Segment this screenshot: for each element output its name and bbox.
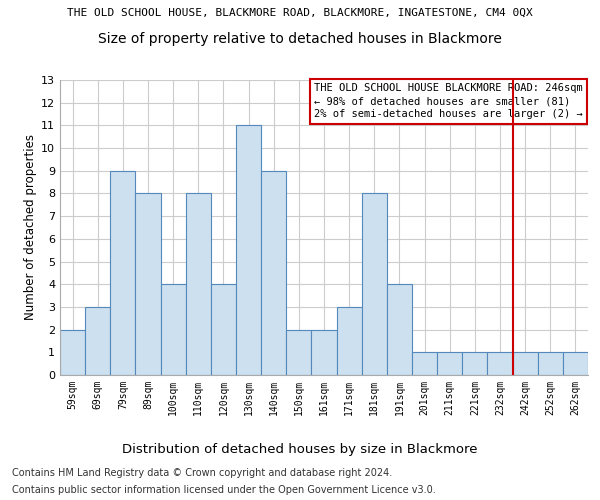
Bar [487, 352, 512, 375]
Bar [387, 284, 412, 375]
Y-axis label: Number of detached properties: Number of detached properties [24, 134, 37, 320]
Bar [286, 330, 311, 375]
Bar [60, 330, 85, 375]
Text: THE OLD SCHOOL HOUSE, BLACKMORE ROAD, BLACKMORE, INGATESTONE, CM4 0QX: THE OLD SCHOOL HOUSE, BLACKMORE ROAD, BL… [67, 8, 533, 18]
Text: Contains public sector information licensed under the Open Government Licence v3: Contains public sector information licen… [12, 485, 436, 495]
Text: Size of property relative to detached houses in Blackmore: Size of property relative to detached ho… [98, 32, 502, 46]
Bar [236, 126, 261, 375]
Bar [211, 284, 236, 375]
Bar [161, 284, 186, 375]
Bar [462, 352, 487, 375]
Bar [311, 330, 337, 375]
Text: Distribution of detached houses by size in Blackmore: Distribution of detached houses by size … [122, 442, 478, 456]
Bar [538, 352, 563, 375]
Bar [85, 307, 110, 375]
Text: THE OLD SCHOOL HOUSE BLACKMORE ROAD: 246sqm
← 98% of detached houses are smaller: THE OLD SCHOOL HOUSE BLACKMORE ROAD: 246… [314, 83, 583, 120]
Bar [186, 194, 211, 375]
Bar [412, 352, 437, 375]
Bar [261, 171, 286, 375]
Bar [563, 352, 588, 375]
Bar [437, 352, 462, 375]
Text: Contains HM Land Registry data © Crown copyright and database right 2024.: Contains HM Land Registry data © Crown c… [12, 468, 392, 477]
Bar [110, 171, 136, 375]
Bar [362, 194, 387, 375]
Bar [136, 194, 161, 375]
Bar [337, 307, 362, 375]
Bar [512, 352, 538, 375]
